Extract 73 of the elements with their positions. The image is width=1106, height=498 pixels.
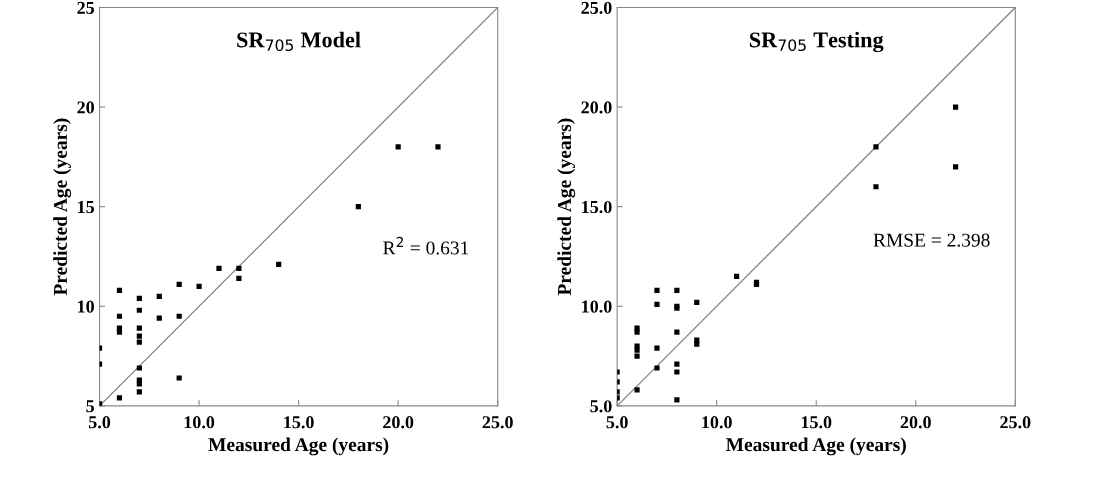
point bbox=[136, 295, 142, 301]
point bbox=[674, 361, 680, 367]
point bbox=[634, 329, 640, 335]
y-tick-label: 20.0 bbox=[581, 101, 612, 114]
point bbox=[952, 104, 959, 110]
point bbox=[116, 325, 123, 331]
y-axis-title: Predicted Age (years) bbox=[53, 118, 72, 296]
point bbox=[136, 333, 142, 339]
point bbox=[136, 365, 142, 371]
point bbox=[156, 293, 162, 299]
x-tick-label: 10.0 bbox=[702, 416, 732, 429]
x-tick-label: 25.0 bbox=[482, 416, 513, 429]
point bbox=[136, 325, 142, 331]
annotation: RMSE = 2.398 bbox=[873, 233, 990, 247]
point bbox=[136, 307, 142, 313]
y-tick-label: 15.0 bbox=[582, 200, 612, 214]
y-tick-label: 25.0 bbox=[581, 1, 612, 14]
point bbox=[634, 353, 640, 359]
x-tick-label: 10.0 bbox=[184, 416, 215, 429]
x-tick-label: 15.0 bbox=[284, 416, 314, 429]
point bbox=[116, 287, 123, 293]
point bbox=[196, 283, 202, 289]
point bbox=[674, 397, 680, 403]
x-tick-label: 15.0 bbox=[801, 416, 832, 429]
y-tick-label: 10 bbox=[78, 300, 94, 313]
point bbox=[176, 375, 182, 381]
point bbox=[116, 313, 123, 319]
point bbox=[654, 365, 660, 371]
annotation: R$^{2}$ = 0.631 bbox=[383, 236, 469, 255]
x-tick-label: 25.0 bbox=[1000, 416, 1031, 429]
point bbox=[634, 347, 640, 353]
point bbox=[355, 204, 361, 210]
point bbox=[952, 164, 959, 170]
point bbox=[873, 144, 879, 150]
x-tick-label: 20.0 bbox=[900, 416, 931, 429]
point bbox=[176, 313, 182, 319]
point bbox=[654, 301, 660, 307]
x-tick-label: 5.0 bbox=[606, 416, 628, 429]
point bbox=[236, 265, 242, 272]
x-axis-title: Measured Age (years) bbox=[726, 437, 906, 456]
y-tick-label: 25 bbox=[77, 1, 95, 14]
point bbox=[674, 287, 680, 293]
point bbox=[694, 341, 700, 347]
point bbox=[654, 287, 660, 293]
point bbox=[116, 395, 123, 401]
point bbox=[395, 144, 401, 150]
point bbox=[694, 299, 700, 305]
y-tick-label: 20 bbox=[77, 101, 94, 114]
point bbox=[674, 369, 680, 375]
point bbox=[654, 345, 660, 351]
point bbox=[216, 265, 222, 272]
text: SR$_{705}$ Model bbox=[237, 31, 361, 52]
point bbox=[276, 261, 282, 268]
y-tick-label: 5 bbox=[86, 400, 95, 413]
y-tick-label: 10.0 bbox=[582, 300, 612, 313]
point bbox=[435, 144, 441, 150]
point bbox=[873, 184, 879, 190]
point bbox=[156, 315, 162, 321]
point bbox=[176, 281, 182, 287]
point bbox=[734, 273, 740, 279]
point bbox=[674, 329, 680, 335]
x-tick-label: 5.0 bbox=[88, 416, 111, 429]
point bbox=[136, 339, 142, 345]
point bbox=[634, 387, 640, 393]
y-tick-label: 15 bbox=[78, 201, 95, 214]
x-tick-label: 20.0 bbox=[383, 416, 414, 429]
y-tick-label: 5.0 bbox=[590, 400, 612, 413]
x-axis-title: Measured Age (years) bbox=[208, 437, 389, 456]
y-axis-title: Predicted Age (years) bbox=[557, 118, 576, 296]
point bbox=[136, 377, 142, 383]
point bbox=[136, 389, 142, 395]
text: SR$_{705}$ Testing bbox=[749, 31, 884, 53]
point bbox=[236, 275, 242, 281]
